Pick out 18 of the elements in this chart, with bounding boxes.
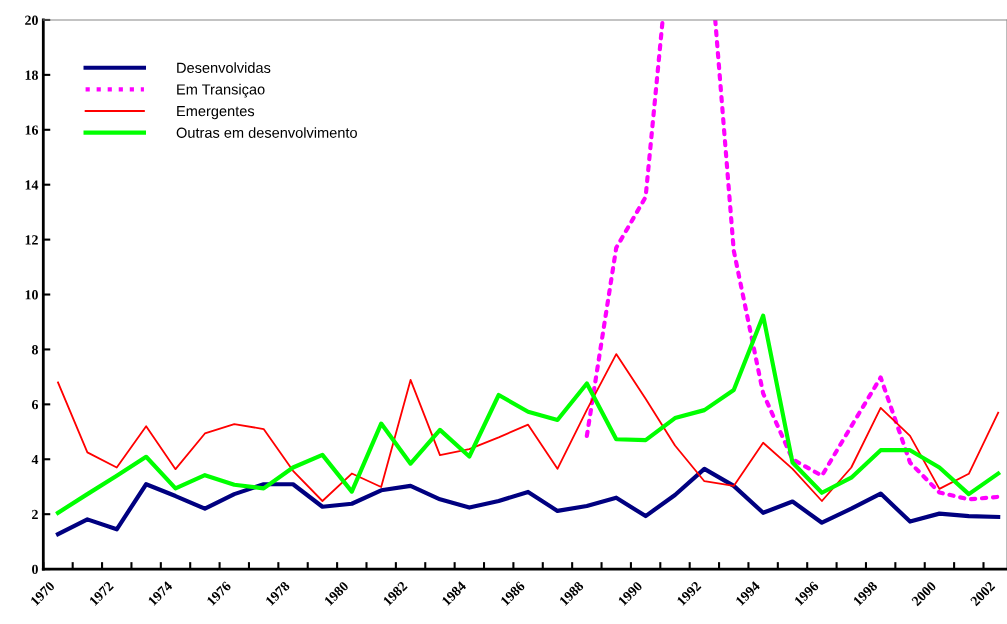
y-tick-label: 8 xyxy=(31,345,38,355)
y-tick-label: 16 xyxy=(25,125,39,135)
legend-label: Em Transiçao xyxy=(177,83,265,98)
legend-label: Emergentes xyxy=(177,106,255,120)
legend-label: Desenvolvidas xyxy=(177,62,271,73)
y-tick-label: 18 xyxy=(25,70,38,80)
y-tick-label: 2 xyxy=(32,509,38,519)
legend-label: Outras em desenvolvimento xyxy=(176,127,357,138)
y-tick-label: 0 xyxy=(32,564,38,575)
y-tick-label: 10 xyxy=(25,290,38,300)
y-tick-label: 6 xyxy=(31,399,39,410)
line-series xyxy=(55,313,1001,515)
y-tick-label: 14 xyxy=(25,180,39,190)
line-series xyxy=(57,353,1000,502)
line-series xyxy=(55,466,1001,537)
y-tick-label: 12 xyxy=(25,235,38,245)
y-tick-label: 4 xyxy=(31,454,39,465)
y-tick-label: 20 xyxy=(25,15,38,25)
